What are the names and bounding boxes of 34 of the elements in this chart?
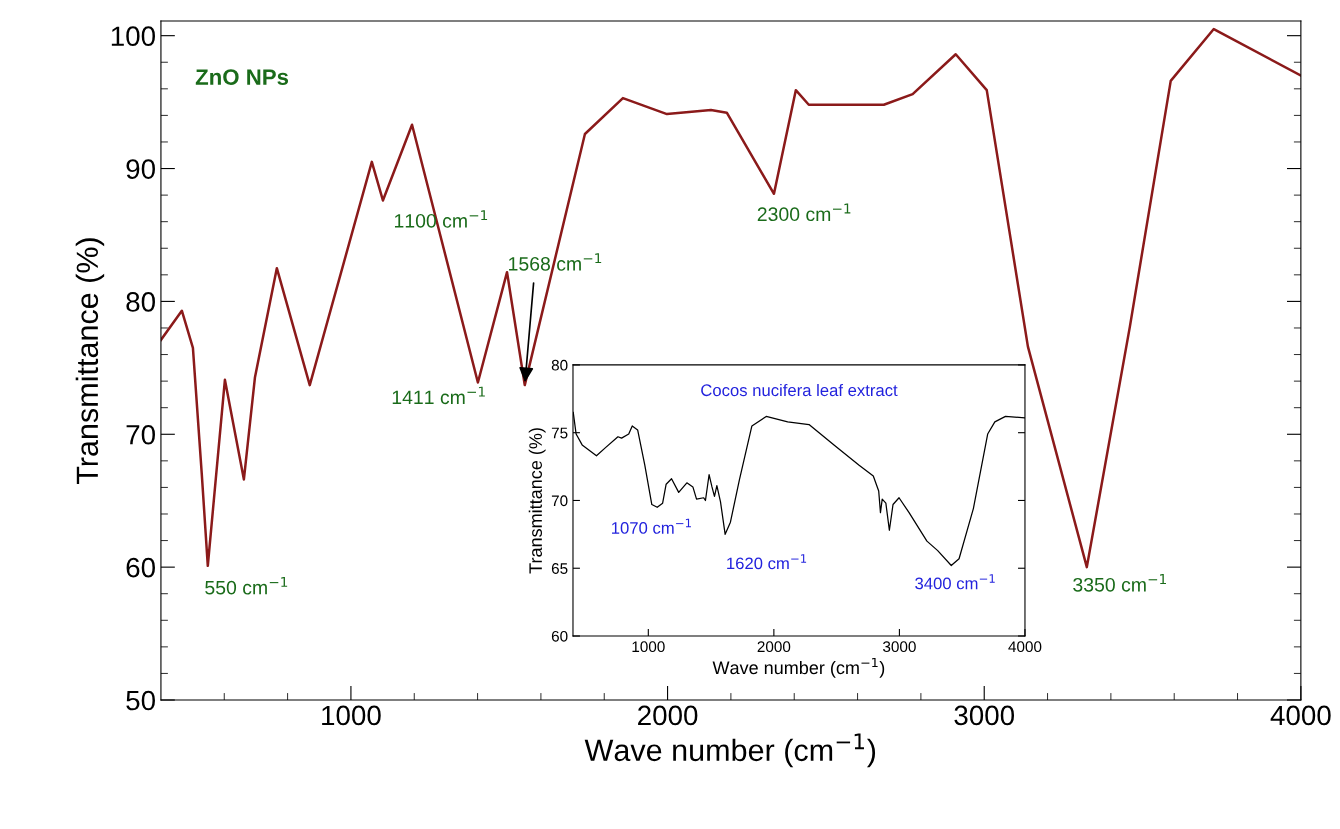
y-tick-label: 70 xyxy=(551,495,568,507)
x-tick-label: 2000 xyxy=(757,641,791,653)
x-tick-label: 4000 xyxy=(1008,641,1042,653)
x-axis-title: Wave number (cm$^{−1}$) xyxy=(712,657,885,678)
y-tick-label: 50 xyxy=(126,690,155,711)
y-tick-label: 75 xyxy=(551,427,568,439)
y-axis-title: Transmittance (%) xyxy=(75,238,105,485)
x-tick-label: 3000 xyxy=(954,705,1015,726)
x-tick-label: 4000 xyxy=(1270,705,1331,726)
x-axis-title: Wave number (cm$^{−1}$) xyxy=(584,733,876,768)
annotation: 1070 cm$^{−1}$ xyxy=(612,518,691,534)
annotation: 1100 cm$^{−1}$ xyxy=(394,210,488,228)
annotation: 3400 cm$^{−1}$ xyxy=(915,574,995,590)
y-tick-label: 60 xyxy=(126,557,155,578)
y-tick-label: 70 xyxy=(126,424,155,445)
x-tick-label: 1000 xyxy=(632,641,665,653)
y-tick-label: 100 xyxy=(111,26,155,47)
annotation: 3350 cm$^{−1}$ xyxy=(1073,574,1166,592)
y-tick-label: 60 xyxy=(551,630,568,642)
annotation: 1620 cm$^{−1}$ xyxy=(727,554,807,570)
annotation: 1568 cm$^{−1}$ xyxy=(509,253,602,271)
x-tick-label: 1000 xyxy=(322,705,381,726)
annotation: 550 cm$^{−1}$ xyxy=(205,576,288,595)
x-tick-label: 2000 xyxy=(638,705,698,726)
y-tick-label: 80 xyxy=(551,359,568,371)
text: Cocos nucifera leaf extract xyxy=(701,383,898,397)
annotation: 2300 cm$^{−1}$ xyxy=(757,203,851,222)
y-tick-label: 90 xyxy=(126,159,155,179)
x-tick-label: 3000 xyxy=(883,641,916,653)
y-tick-label: 80 xyxy=(126,292,155,312)
y-axis-title: Transmittance (%) xyxy=(528,428,546,574)
y-tick-label: 65 xyxy=(551,563,568,574)
annotation: ZnO NPs xyxy=(195,69,289,85)
annotation: 1411 cm$^{−1}$ xyxy=(392,386,485,405)
